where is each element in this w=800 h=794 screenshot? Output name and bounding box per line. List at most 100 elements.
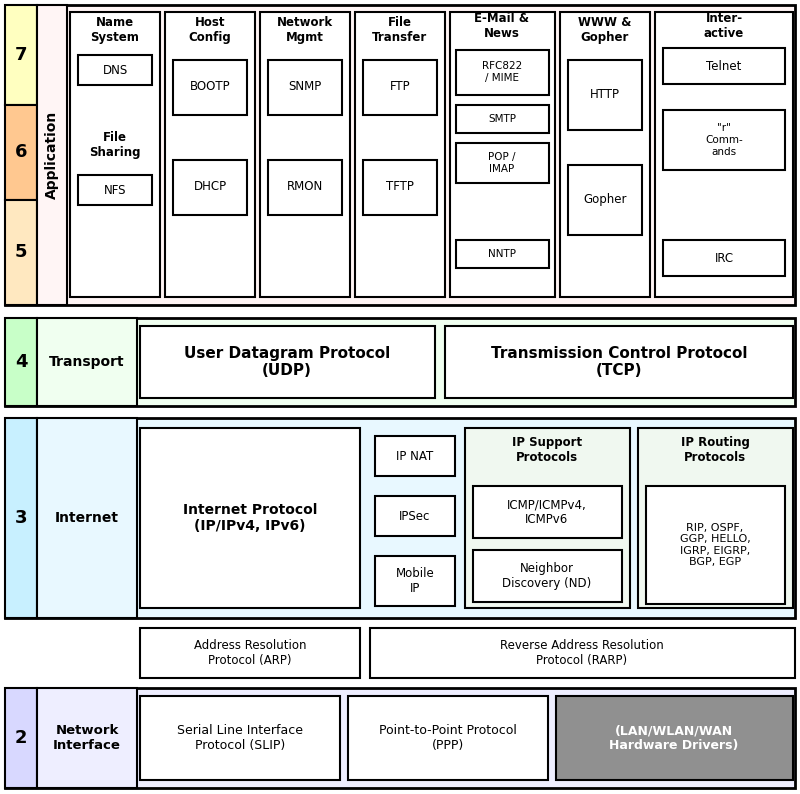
Text: Internet Protocol
(IP/IPv4, IPv6): Internet Protocol (IP/IPv4, IPv6) xyxy=(183,503,317,533)
Bar xyxy=(5,5,37,105)
Text: User Datagram Protocol
(UDP): User Datagram Protocol (UDP) xyxy=(184,346,390,378)
Text: RFC822
/ MIME: RFC822 / MIME xyxy=(482,61,522,83)
Text: Transport: Transport xyxy=(49,355,125,369)
Text: 4: 4 xyxy=(14,353,27,371)
Bar xyxy=(173,60,247,115)
Text: "r"
Comm-
ands: "r" Comm- ands xyxy=(705,123,743,156)
Text: Neighbor
Discovery (ND): Neighbor Discovery (ND) xyxy=(502,562,592,590)
Text: RMON: RMON xyxy=(287,180,323,194)
Bar xyxy=(465,428,630,608)
Bar xyxy=(165,12,255,297)
Bar xyxy=(260,12,350,297)
Bar xyxy=(638,428,793,608)
Bar xyxy=(560,12,650,297)
Bar xyxy=(663,240,785,276)
Bar xyxy=(556,696,793,780)
Bar xyxy=(355,12,445,297)
Bar xyxy=(140,696,340,780)
Text: IP Routing
Protocols: IP Routing Protocols xyxy=(681,436,750,464)
Text: ICMP/ICMPv4,
ICMPv6: ICMP/ICMPv4, ICMPv6 xyxy=(507,498,587,526)
Text: DNS: DNS xyxy=(102,64,128,76)
Bar xyxy=(655,12,793,297)
Bar xyxy=(5,688,37,788)
Text: Internet: Internet xyxy=(55,511,119,525)
Bar xyxy=(5,200,37,305)
Bar xyxy=(37,318,137,406)
Text: Host
Config: Host Config xyxy=(189,16,231,44)
Text: SNMP: SNMP xyxy=(288,80,322,94)
Bar xyxy=(5,105,37,200)
Text: FTP: FTP xyxy=(390,80,410,94)
Bar xyxy=(5,418,37,618)
Text: Network
Mgmt: Network Mgmt xyxy=(277,16,333,44)
Text: (LAN/WLAN/WAN
Hardware Drivers): (LAN/WLAN/WAN Hardware Drivers) xyxy=(610,724,738,752)
Bar xyxy=(450,12,555,297)
Bar xyxy=(445,326,793,398)
Text: 3: 3 xyxy=(14,509,27,527)
Text: 7: 7 xyxy=(14,46,27,64)
Text: BOOTP: BOOTP xyxy=(190,80,230,94)
Text: NNTP: NNTP xyxy=(488,249,516,259)
Text: File
Transfer: File Transfer xyxy=(372,16,428,44)
Text: Serial Line Interface
Protocol (SLIP): Serial Line Interface Protocol (SLIP) xyxy=(177,724,303,752)
Bar xyxy=(140,428,360,608)
Text: Address Resolution
Protocol (ARP): Address Resolution Protocol (ARP) xyxy=(194,639,306,667)
Text: 5: 5 xyxy=(14,243,27,261)
Text: Name
System: Name System xyxy=(90,16,139,44)
Bar xyxy=(363,60,437,115)
Bar xyxy=(646,486,785,604)
Text: IP NAT: IP NAT xyxy=(396,449,434,462)
Bar xyxy=(663,110,785,170)
Bar xyxy=(375,496,455,536)
Bar xyxy=(568,165,642,235)
Bar xyxy=(78,55,152,85)
Bar xyxy=(70,12,160,297)
Bar xyxy=(663,48,785,84)
Bar xyxy=(140,628,360,678)
Bar xyxy=(568,60,642,130)
Text: IPSec: IPSec xyxy=(399,510,430,522)
Text: RIP, OSPF,
GGP, HELLO,
IGRP, EIGRP,
BGP, EGP: RIP, OSPF, GGP, HELLO, IGRP, EIGRP, BGP,… xyxy=(680,522,750,568)
Bar xyxy=(456,105,549,133)
Bar xyxy=(456,143,549,183)
Bar xyxy=(5,5,795,305)
Bar xyxy=(363,160,437,215)
Bar xyxy=(5,418,795,618)
Text: Transmission Control Protocol
(TCP): Transmission Control Protocol (TCP) xyxy=(490,346,747,378)
Text: Inter-
active: Inter- active xyxy=(704,12,744,40)
Text: POP /
IMAP: POP / IMAP xyxy=(488,152,516,174)
Text: IRC: IRC xyxy=(714,252,734,264)
Text: SMTP: SMTP xyxy=(488,114,516,124)
Text: Network
Interface: Network Interface xyxy=(53,724,121,752)
Text: File
Sharing: File Sharing xyxy=(90,131,141,159)
Bar xyxy=(5,318,37,406)
Bar xyxy=(375,556,455,606)
Bar xyxy=(37,418,137,618)
Text: Reverse Address Resolution
Protocol (RARP): Reverse Address Resolution Protocol (RAR… xyxy=(500,639,664,667)
Bar xyxy=(5,318,795,406)
Bar xyxy=(348,696,548,780)
Bar xyxy=(456,50,549,95)
Text: Telnet: Telnet xyxy=(706,60,742,72)
Bar xyxy=(37,5,67,305)
Text: 2: 2 xyxy=(14,729,27,747)
Text: WWW &
Gopher: WWW & Gopher xyxy=(578,16,632,44)
Text: Application: Application xyxy=(45,111,59,199)
Bar xyxy=(78,175,152,205)
Text: 6: 6 xyxy=(14,143,27,161)
Text: TFTP: TFTP xyxy=(386,180,414,194)
Bar xyxy=(140,326,435,398)
Bar xyxy=(268,60,342,115)
Text: IP Support
Protocols: IP Support Protocols xyxy=(512,436,582,464)
Bar xyxy=(268,160,342,215)
Bar xyxy=(473,486,622,538)
Text: Mobile
IP: Mobile IP xyxy=(396,567,434,595)
Text: Gopher: Gopher xyxy=(583,194,626,206)
Text: E-Mail &
News: E-Mail & News xyxy=(474,12,530,40)
Text: DHCP: DHCP xyxy=(194,180,226,194)
Bar xyxy=(473,550,622,602)
Bar xyxy=(37,688,137,788)
Text: HTTP: HTTP xyxy=(590,88,620,102)
Bar xyxy=(370,628,795,678)
Bar xyxy=(5,688,795,788)
